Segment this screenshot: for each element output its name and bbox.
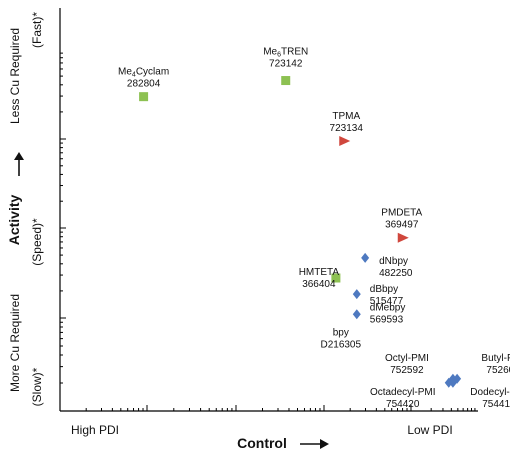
data-label-id: 569593 xyxy=(370,314,404,325)
y-side-label-slow: (Slow)* xyxy=(30,367,44,406)
data-label-name: Dodecyl-PMI xyxy=(470,387,510,398)
point-diamond-dmebpy-569593 xyxy=(352,309,361,320)
y-side-label-fast: (Fast)* xyxy=(30,12,44,48)
point-square-me4cyclam-282804 xyxy=(139,92,149,102)
data-label-id: 752592 xyxy=(390,365,424,376)
data-label-id: 754420 xyxy=(386,399,420,410)
data-label-name: Butyl-PMI xyxy=(481,353,510,364)
data-label-id: 723142 xyxy=(269,59,303,70)
data-label-id: D216305 xyxy=(320,339,361,350)
point-square-me6tren-723142 xyxy=(281,76,291,86)
data-label-name: Me6TREN xyxy=(263,47,308,59)
data-label-name: HMTETA xyxy=(299,267,340,278)
y-side-label-less-cu: Less Cu Required xyxy=(8,28,22,124)
data-label-id: 754412 xyxy=(482,399,510,410)
data-label-id: 282804 xyxy=(127,79,161,90)
data-label-id: 515477 xyxy=(370,296,404,307)
y-side-label-more-cu: More Cu Required xyxy=(8,294,22,392)
y-side-label-speed: (Speed)* xyxy=(30,218,44,266)
data-label-id: 366404 xyxy=(302,279,336,290)
data-label-id: 752606 xyxy=(486,365,510,376)
data-label-name: dMebpy xyxy=(370,302,406,313)
data-label-id: 369497 xyxy=(385,220,419,231)
point-diamond-dnbpy-482250 xyxy=(361,252,370,263)
data-label-name: dNbpy xyxy=(379,256,408,267)
data-label-name: dBbpy xyxy=(370,284,398,295)
y-axis-arrow xyxy=(14,152,24,176)
x-axis-title: Control xyxy=(237,435,287,451)
data-label-name: bpy xyxy=(333,327,349,338)
x-axis-arrow xyxy=(300,439,329,449)
data-label-id: 482250 xyxy=(379,268,413,279)
data-label-name: PMDETA xyxy=(381,208,422,219)
data-label-id: 723134 xyxy=(330,123,364,134)
data-label-name: Octadecyl-PMI xyxy=(370,387,436,398)
point-square-hmteta-366404 xyxy=(331,273,341,283)
y-axis-ticks xyxy=(60,52,66,412)
data-label-name: TPMA xyxy=(332,111,360,122)
data-label-name: Me4Cyclam xyxy=(118,67,169,79)
y-axis-title: Activity xyxy=(6,195,22,246)
point-triangle-pmdeta-369497 xyxy=(397,232,409,243)
x-tick-label-low-pdi: Low PDI xyxy=(407,423,452,437)
point-diamond-dbbpy-515477 xyxy=(352,289,361,300)
point-diamond-octadecyl-pmi-754420 xyxy=(444,377,453,388)
x-tick-label-high-pdi: High PDI xyxy=(71,423,119,437)
data-label-name: Octyl-PMI xyxy=(385,353,429,364)
point-triangle-tpma-723134 xyxy=(339,135,351,146)
point-diamond-dodecyl-pmi-754412 xyxy=(448,377,457,388)
x-axis-ticks xyxy=(59,405,476,411)
